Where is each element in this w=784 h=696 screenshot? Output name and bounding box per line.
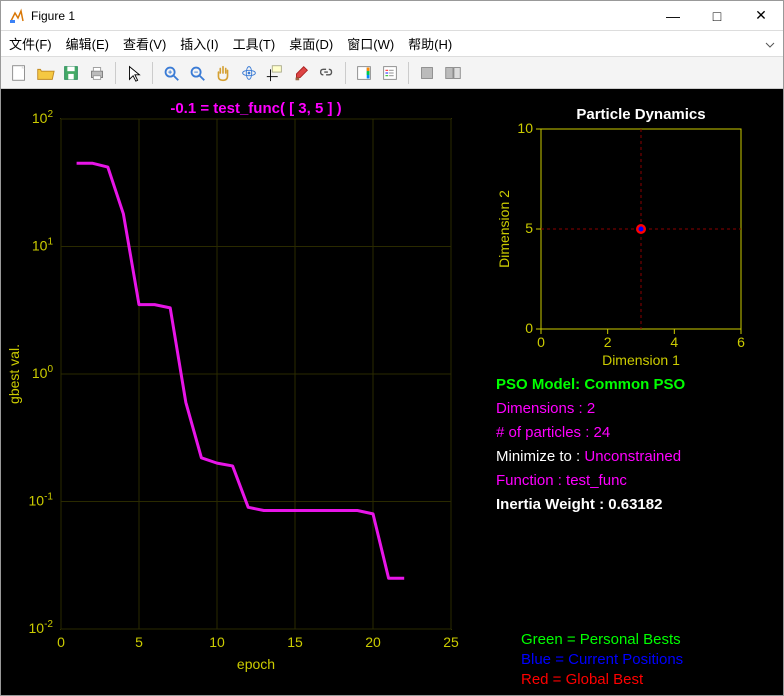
legend-icon[interactable] [378, 61, 402, 85]
svg-text:Function : test_func: Function : test_func [496, 472, 627, 489]
menu-insert[interactable]: 插入(I) [180, 34, 218, 53]
svg-text:Dimensions : 2: Dimensions : 2 [496, 400, 595, 417]
menu-view[interactable]: 查看(V) [123, 34, 166, 53]
svg-text:Green = Personal Bests: Green = Personal Bests [521, 631, 681, 648]
show-tools-icon[interactable] [441, 61, 465, 85]
figure-canvas: -0.1 = test_func( [ 3, 5 ] )10-210-11001… [1, 89, 783, 695]
matlab-icon [9, 8, 25, 24]
svg-text:6: 6 [737, 334, 745, 350]
menubar: 文件(F) 编辑(E) 查看(V) 插入(I) 工具(T) 桌面(D) 窗口(W… [1, 31, 783, 57]
pan-icon[interactable] [211, 61, 235, 85]
menu-edit[interactable]: 编辑(E) [66, 34, 109, 53]
menu-help[interactable]: 帮助(H) [408, 34, 452, 53]
open-icon[interactable] [33, 61, 57, 85]
svg-text:5: 5 [135, 634, 143, 650]
rotate3d-icon[interactable] [237, 61, 261, 85]
svg-text:0: 0 [537, 334, 545, 350]
close-button[interactable]: ✕ [747, 6, 775, 26]
svg-text:Dimension 2: Dimension 2 [496, 190, 512, 268]
svg-text:15: 15 [287, 634, 303, 650]
svg-text:gbest val.: gbest val. [6, 344, 22, 404]
svg-text:0: 0 [57, 634, 65, 650]
menu-file[interactable]: 文件(F) [9, 34, 52, 53]
new-figure-icon[interactable] [7, 61, 31, 85]
svg-text:25: 25 [443, 634, 459, 650]
toolbar [1, 57, 783, 89]
save-icon[interactable] [59, 61, 83, 85]
window-controls: — □ ✕ [659, 6, 775, 26]
svg-text:# of particles : 24: # of particles : 24 [496, 424, 610, 441]
zoom-out-icon[interactable] [185, 61, 209, 85]
colorbar-icon[interactable] [352, 61, 376, 85]
svg-text:Red = Global Best: Red = Global Best [521, 671, 644, 688]
menu-desktop[interactable]: 桌面(D) [289, 34, 333, 53]
minimize-button[interactable]: — [659, 6, 687, 26]
pointer-icon[interactable] [122, 61, 146, 85]
menu-window[interactable]: 窗口(W) [347, 34, 394, 53]
svg-text:Inertia Weight : 0.63182: Inertia Weight : 0.63182 [496, 496, 662, 513]
titlebar: Figure 1 — □ ✕ [1, 1, 783, 31]
svg-text:PSO Model: Common PSO: PSO Model: Common PSO [496, 376, 686, 393]
window-title: Figure 1 [31, 9, 659, 23]
print-icon[interactable] [85, 61, 109, 85]
svg-text:Minimize to : Unconstrained: Minimize to : Unconstrained [496, 448, 681, 465]
svg-text:Particle Dynamics: Particle Dynamics [576, 106, 705, 123]
svg-text:0: 0 [525, 320, 533, 336]
svg-text:-0.1 = test_func( [ 3,: -0.1 = test_func( [ 3, 5 ] ) [170, 100, 341, 117]
maximize-button[interactable]: □ [703, 6, 731, 26]
svg-text:Dimension 1: Dimension 1 [602, 352, 680, 368]
svg-text:2: 2 [604, 334, 612, 350]
figure-window: Figure 1 — □ ✕ 文件(F) 编辑(E) 查看(V) 插入(I) 工… [0, 0, 784, 696]
svg-text:10: 10 [517, 120, 533, 136]
menu-dropdown-icon[interactable] [765, 39, 775, 49]
svg-text:10: 10 [209, 634, 225, 650]
svg-text:4: 4 [670, 334, 678, 350]
zoom-in-icon[interactable] [159, 61, 183, 85]
data-cursor-icon[interactable] [263, 61, 287, 85]
brush-icon[interactable] [289, 61, 313, 85]
hide-tools-icon[interactable] [415, 61, 439, 85]
link-icon[interactable] [315, 61, 339, 85]
plot-area: -0.1 = test_func( [ 3, 5 ] )10-210-11001… [1, 89, 783, 695]
svg-text:epoch: epoch [237, 656, 275, 672]
menu-tools[interactable]: 工具(T) [233, 34, 276, 53]
svg-text:Blue = Current Positions: Blue = Current Positions [521, 651, 683, 668]
svg-text:20: 20 [365, 634, 381, 650]
svg-text:5: 5 [525, 220, 533, 236]
